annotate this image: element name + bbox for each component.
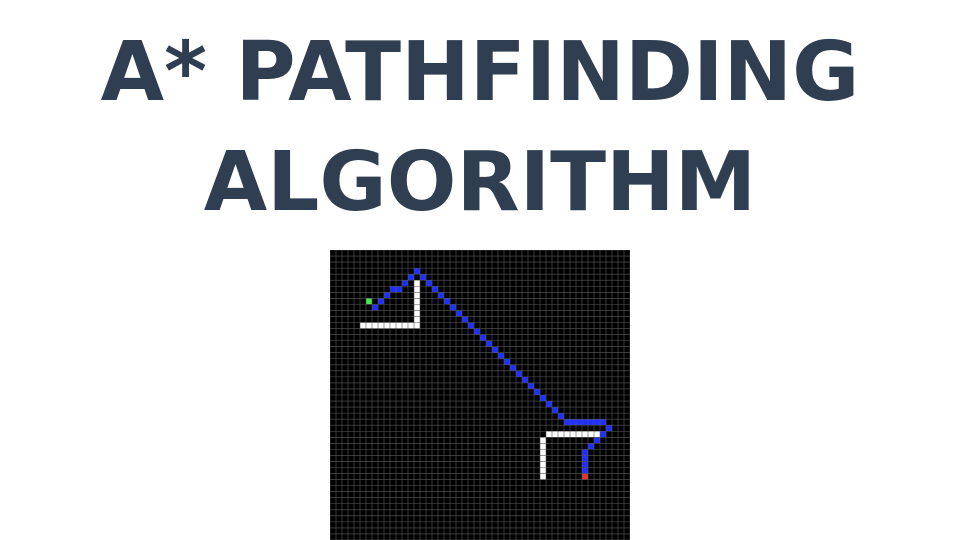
wall-cell[interactable] bbox=[408, 322, 414, 329]
path-cell[interactable] bbox=[426, 280, 432, 287]
path-cell[interactable] bbox=[474, 328, 480, 335]
path-cell[interactable] bbox=[600, 431, 606, 438]
pathfinding-grid bbox=[330, 250, 630, 540]
wall-cell[interactable] bbox=[402, 322, 408, 329]
path-cell[interactable] bbox=[588, 443, 594, 450]
wall-cell[interactable] bbox=[588, 431, 594, 438]
wall-cell[interactable] bbox=[414, 322, 420, 329]
page-title-line-1: A* PATHFINDING bbox=[100, 25, 860, 120]
path-cell[interactable] bbox=[558, 413, 564, 420]
wall-cell[interactable] bbox=[582, 431, 588, 438]
path-cell[interactable] bbox=[444, 298, 450, 305]
wall-cell[interactable] bbox=[540, 473, 546, 480]
path-cell[interactable] bbox=[546, 401, 552, 408]
path-cell[interactable] bbox=[504, 358, 510, 365]
path-cell[interactable] bbox=[552, 407, 558, 414]
end-cell[interactable] bbox=[582, 473, 588, 480]
path-cell[interactable] bbox=[528, 382, 534, 389]
wall-cell[interactable] bbox=[558, 431, 564, 438]
wall-cell[interactable] bbox=[414, 298, 420, 305]
wall-cell[interactable] bbox=[372, 322, 378, 329]
path-cell[interactable] bbox=[522, 376, 528, 383]
path-cell[interactable] bbox=[408, 274, 414, 281]
path-cell[interactable] bbox=[570, 419, 576, 426]
wall-cell[interactable] bbox=[366, 322, 372, 329]
wall-cell[interactable] bbox=[576, 431, 582, 438]
path-cell[interactable] bbox=[582, 461, 588, 468]
page-title-line-2: ALGORITHM bbox=[203, 135, 757, 230]
path-cell[interactable] bbox=[606, 425, 612, 432]
path-cell[interactable] bbox=[402, 280, 408, 287]
path-cell[interactable] bbox=[516, 370, 522, 377]
path-cell[interactable] bbox=[492, 346, 498, 353]
path-cell[interactable] bbox=[486, 340, 492, 347]
wall-cell[interactable] bbox=[414, 286, 420, 293]
path-cell[interactable] bbox=[510, 364, 516, 371]
path-cell[interactable] bbox=[462, 316, 468, 323]
wall-cell[interactable] bbox=[540, 461, 546, 468]
path-cell[interactable] bbox=[582, 455, 588, 462]
wall-cell[interactable] bbox=[540, 449, 546, 456]
wall-cell[interactable] bbox=[540, 455, 546, 462]
path-cell[interactable] bbox=[432, 286, 438, 293]
wall-cell[interactable] bbox=[414, 280, 420, 287]
path-cell[interactable] bbox=[420, 274, 426, 281]
start-cell[interactable] bbox=[366, 298, 372, 305]
wall-cell[interactable] bbox=[384, 322, 390, 329]
wall-cell[interactable] bbox=[570, 431, 576, 438]
grid-lines bbox=[330, 250, 630, 540]
wall-cell[interactable] bbox=[540, 443, 546, 450]
path-cell[interactable] bbox=[378, 298, 384, 305]
wall-cell[interactable] bbox=[414, 310, 420, 317]
path-cell[interactable] bbox=[468, 322, 474, 329]
path-cell[interactable] bbox=[414, 268, 420, 275]
wall-cell[interactable] bbox=[378, 322, 384, 329]
wall-cell[interactable] bbox=[390, 322, 396, 329]
wall-cell[interactable] bbox=[414, 304, 420, 311]
path-cell[interactable] bbox=[582, 467, 588, 474]
wall-cell[interactable] bbox=[564, 431, 570, 438]
path-cell[interactable] bbox=[456, 310, 462, 317]
wall-cell[interactable] bbox=[552, 431, 558, 438]
path-cell[interactable] bbox=[372, 304, 378, 311]
path-cell[interactable] bbox=[600, 419, 606, 426]
grid-canvas bbox=[330, 250, 630, 540]
wall-cell[interactable] bbox=[594, 431, 600, 438]
path-cell[interactable] bbox=[594, 437, 600, 444]
path-cell[interactable] bbox=[594, 419, 600, 426]
path-cell[interactable] bbox=[450, 304, 456, 311]
wall-cell[interactable] bbox=[396, 322, 402, 329]
path-cell[interactable] bbox=[588, 419, 594, 426]
path-cell[interactable] bbox=[534, 388, 540, 395]
path-cell[interactable] bbox=[390, 286, 396, 293]
path-cell[interactable] bbox=[498, 352, 504, 359]
path-cell[interactable] bbox=[582, 419, 588, 426]
path-cell[interactable] bbox=[480, 334, 486, 341]
wall-cell[interactable] bbox=[360, 322, 366, 329]
path-cell[interactable] bbox=[540, 395, 546, 402]
wall-cell[interactable] bbox=[540, 437, 546, 444]
wall-cell[interactable] bbox=[414, 316, 420, 323]
path-cell[interactable] bbox=[576, 419, 582, 426]
path-cell[interactable] bbox=[564, 419, 570, 426]
path-cell[interactable] bbox=[582, 449, 588, 456]
path-cell[interactable] bbox=[438, 292, 444, 299]
wall-cell[interactable] bbox=[546, 431, 552, 438]
path-cell[interactable] bbox=[384, 292, 390, 299]
wall-cell[interactable] bbox=[414, 292, 420, 299]
wall-cell[interactable] bbox=[540, 467, 546, 474]
path-cell[interactable] bbox=[396, 286, 402, 293]
